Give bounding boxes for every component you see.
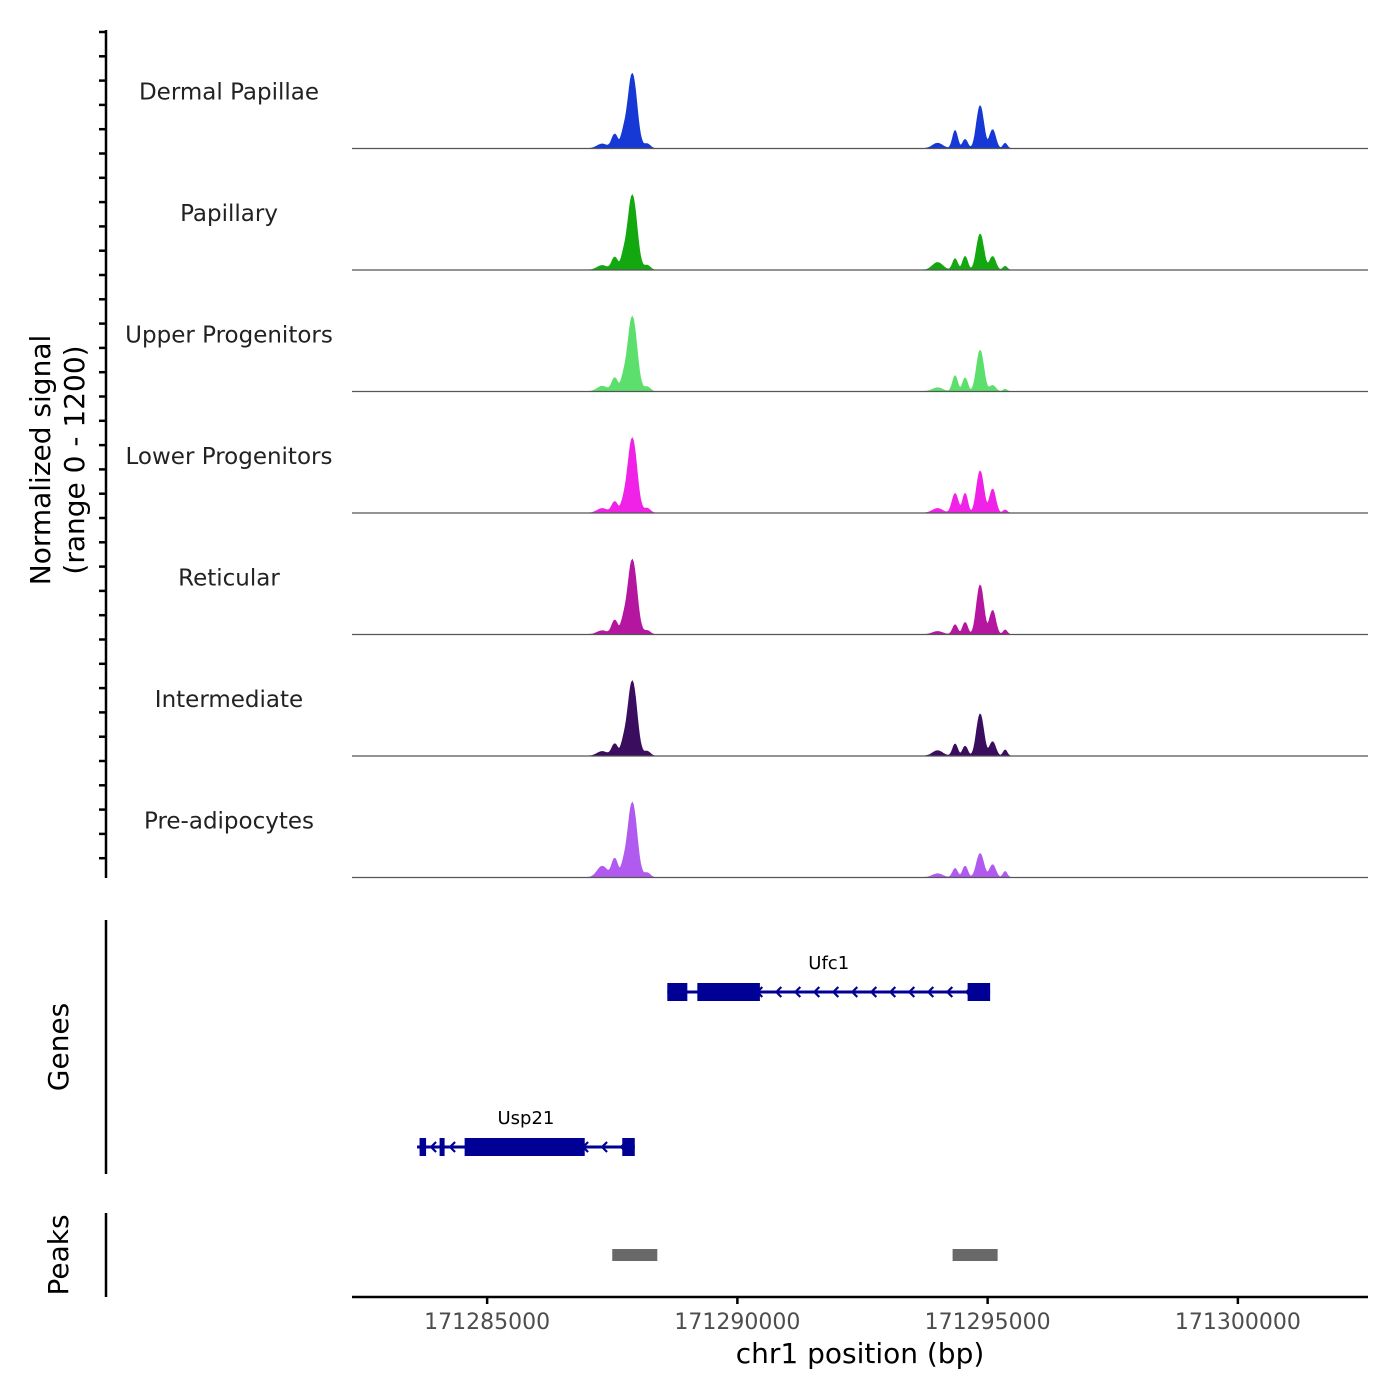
gene-ufc1: Ufc1 [667, 953, 991, 1001]
gene-label: Ufc1 [808, 953, 849, 974]
x-axis-title: chr1 position (bp) [736, 1337, 985, 1370]
x-axis-ticks: 171285000 171290000 171295000 171300000 [424, 1297, 1301, 1335]
track-label: Intermediate [155, 687, 303, 713]
gene-exon [464, 1138, 585, 1156]
strand-arrow [793, 986, 802, 998]
gene-exon [419, 1138, 427, 1156]
track-label: Upper Progenitors [125, 323, 333, 349]
track-intermediate: Intermediate [155, 680, 1368, 757]
x-tick-label: 171295000 [925, 1310, 1051, 1335]
peak-region [952, 1249, 998, 1261]
gene-exon [697, 983, 760, 1001]
peak-region [612, 1249, 658, 1261]
gene-exon [622, 1138, 635, 1156]
strand-arrow [448, 1141, 456, 1153]
strand-arrow [600, 1141, 608, 1153]
track-lower-progenitors: Lower Progenitors [126, 437, 1368, 514]
gene-label: Usp21 [497, 1108, 554, 1129]
strand-arrow [907, 986, 916, 998]
track-upper-progenitors: Upper Progenitors [125, 315, 1368, 393]
gene-exon [439, 1138, 445, 1156]
genes-panel-title: Genes [42, 1003, 75, 1091]
x-tick-label: 171300000 [1175, 1310, 1301, 1335]
strand-arrow [831, 986, 840, 998]
strand-arrow [869, 986, 878, 998]
gene-usp21: Usp21 [417, 1108, 635, 1156]
gene-exon [667, 983, 688, 1001]
strand-arrow [888, 986, 897, 998]
track-papillary: Papillary [180, 194, 1368, 271]
y-axis-title-line2: (range 0 - 1200) [58, 345, 91, 574]
track-label: Pre-adipocytes [144, 809, 314, 835]
x-tick-label: 171285000 [424, 1310, 550, 1335]
strand-arrow [774, 986, 783, 998]
track-label: Reticular [178, 566, 280, 592]
track-reticular: Reticular [178, 558, 1368, 636]
track-label: Papillary [180, 201, 278, 227]
strand-arrow [926, 986, 935, 998]
y-axis-title-line1: Normalized signal [24, 335, 57, 586]
x-tick-label: 171290000 [674, 1310, 800, 1335]
coverage-y-axis [99, 30, 108, 878]
strand-arrow [429, 1141, 437, 1153]
strand-arrow [812, 986, 821, 998]
strand-arrow [850, 986, 859, 998]
track-label: Lower Progenitors [126, 444, 333, 470]
strand-arrow [945, 986, 954, 998]
gene-exon [967, 983, 991, 1001]
track-pre-adipocytes: Pre-adipocytes [144, 801, 1368, 879]
peaks-panel-title: Peaks [42, 1214, 75, 1295]
gene-annotations: Ufc1 Usp21 [417, 953, 991, 1156]
coverage-tracks: Dermal Papillae Papillary Upper Progenitor… [125, 72, 1368, 879]
peak-regions [612, 1249, 998, 1261]
track-label: Dermal Papillae [139, 80, 319, 106]
track-dermal-papillae: Dermal Papillae [139, 72, 1368, 150]
